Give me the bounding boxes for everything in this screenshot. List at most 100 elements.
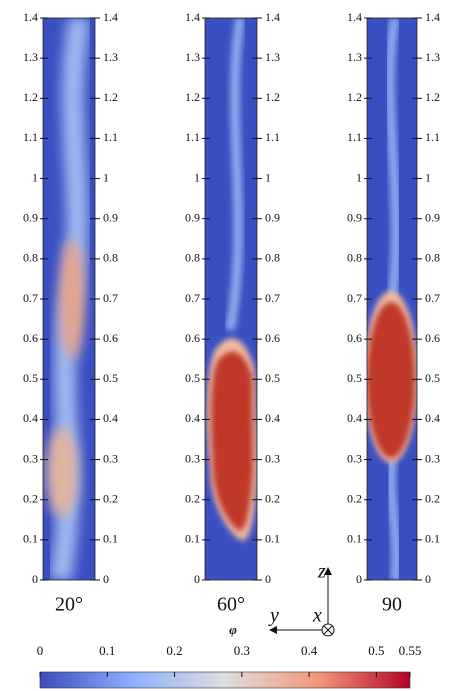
y-tick-label: 0.4	[425, 411, 440, 425]
y-tick-label: 0.7	[185, 291, 200, 305]
colorbar-tick-label: 0	[37, 643, 44, 658]
y-tick-label: 1	[194, 170, 200, 184]
y-tick-label: 1.2	[265, 90, 280, 104]
y-tick-label: 0.8	[23, 251, 38, 265]
y-tick-label: 1.4	[103, 10, 118, 24]
y-tick-label: 0.6	[347, 331, 362, 345]
y-tick-label: 0.4	[103, 411, 118, 425]
y-tick-label: 0	[194, 572, 200, 586]
y-tick-label: 0.3	[347, 451, 362, 465]
axes-triad: z y x	[268, 561, 335, 637]
y-tick-label: 0.6	[185, 331, 200, 345]
y-tick-label: 1.1	[425, 130, 440, 144]
y-tick-label: 0.8	[185, 251, 200, 265]
colorbar-tick-label: 0.3	[234, 643, 250, 658]
y-tick-label: 1	[425, 170, 431, 184]
y-tick-label: 0.2	[347, 491, 362, 505]
y-tick-label: 1.1	[347, 130, 362, 144]
y-tick-label: 1.2	[185, 90, 200, 104]
y-tick-label: 0.8	[103, 251, 118, 265]
y-tick-label: 1.4	[347, 10, 362, 24]
y-tick-label: 1	[103, 170, 109, 184]
y-tick-label: 0.1	[425, 532, 440, 546]
y-tick-label: 1.2	[23, 90, 38, 104]
y-tick-label: 0.5	[23, 371, 38, 385]
y-tick-label: 0.6	[23, 331, 38, 345]
y-tick-label: 0	[103, 572, 109, 586]
y-tick-label: 0.9	[185, 210, 200, 224]
y-tick-label: 0.1	[23, 532, 38, 546]
y-tick-label: 0.6	[265, 331, 280, 345]
field-panel-3	[367, 18, 417, 580]
y-tick-label: 1.3	[347, 50, 362, 64]
colorbar	[39, 671, 411, 689]
y-tick-label: 1.1	[103, 130, 118, 144]
y-tick-label: 1.1	[185, 130, 200, 144]
y-tick-label: 1	[32, 170, 38, 184]
y-tick-label: 0.8	[347, 251, 362, 265]
colorbar-tick-label: 0.1	[99, 643, 115, 658]
panel-label: 60°	[217, 594, 245, 616]
panel-label: 20°	[55, 594, 83, 616]
triad-x: x	[312, 605, 322, 627]
y-tick-label: 0.8	[265, 251, 280, 265]
y-tick-label: 0.5	[103, 371, 118, 385]
y-tick-label: 0	[265, 572, 271, 586]
y-tick-label: 1.4	[185, 10, 200, 24]
y-tick-label: 0.8	[425, 251, 440, 265]
y-tick-label: 0.7	[103, 291, 118, 305]
y-tick-label: 0.7	[425, 291, 440, 305]
y-tick-label: 1.2	[425, 90, 440, 104]
y-tick-label: 1	[356, 170, 362, 184]
triad-z: z	[317, 561, 326, 583]
y-tick-label: 0.4	[347, 411, 362, 425]
y-tick-label: 0.9	[425, 210, 440, 224]
y-tick-label: 0.6	[103, 331, 118, 345]
y-tick-label: 0.5	[347, 371, 362, 385]
y-tick-label: 1.3	[425, 50, 440, 64]
field-panel-2	[205, 18, 257, 580]
field-panel-1	[43, 18, 95, 580]
y-tick-label: 0.1	[103, 532, 118, 546]
y-tick-label: 1.4	[23, 10, 38, 24]
y-tick-label: 0.2	[265, 491, 280, 505]
y-tick-label: 1	[265, 170, 271, 184]
y-tick-label: 0.7	[23, 291, 38, 305]
y-tick-label: 1.3	[103, 50, 118, 64]
colorbar-tick-label: 0.55	[399, 643, 422, 658]
y-tick-label: 1.3	[23, 50, 38, 64]
y-tick-label: 0.3	[103, 451, 118, 465]
y-tick-label: 1.2	[103, 90, 118, 104]
y-tick-label: 0.3	[185, 451, 200, 465]
y-tick-label: 0	[356, 572, 362, 586]
y-tick-label: 0.5	[185, 371, 200, 385]
y-tick-label: 0.4	[185, 411, 200, 425]
y-tick-label: 0.1	[265, 532, 280, 546]
y-tick-label: 0.9	[347, 210, 362, 224]
y-tick-label: 1.4	[265, 10, 280, 24]
y-tick-label: 0.2	[425, 491, 440, 505]
y-tick-label: 0.7	[265, 291, 280, 305]
y-tick-label: 0.5	[425, 371, 440, 385]
triad-y: y	[268, 605, 279, 627]
y-tick-label: 1.1	[265, 130, 280, 144]
y-tick-label: 0.5	[265, 371, 280, 385]
y-tick-label: 1.4	[425, 10, 440, 24]
colorbar-tick-label: 0.4	[301, 643, 318, 658]
y-tick-label: 0.9	[23, 210, 38, 224]
y-tick-label: 1.1	[23, 130, 38, 144]
y-tick-label: 0.4	[265, 411, 280, 425]
y-tick-label: 1.2	[347, 90, 362, 104]
y-tick-label: 1.3	[265, 50, 280, 64]
colorbar-tick-label: 0.5	[368, 643, 384, 658]
y-tick-label: 0.3	[265, 451, 280, 465]
y-tick-label: 0.2	[185, 491, 200, 505]
y-tick-label: 1.3	[185, 50, 200, 64]
y-tick-label: 0	[32, 572, 38, 586]
panel-label: 90	[382, 594, 402, 616]
y-tick-label: 0.1	[185, 532, 200, 546]
colorbar-label: φ	[229, 622, 237, 637]
y-tick-label: 0.9	[103, 210, 118, 224]
y-tick-label: 0.4	[23, 411, 38, 425]
